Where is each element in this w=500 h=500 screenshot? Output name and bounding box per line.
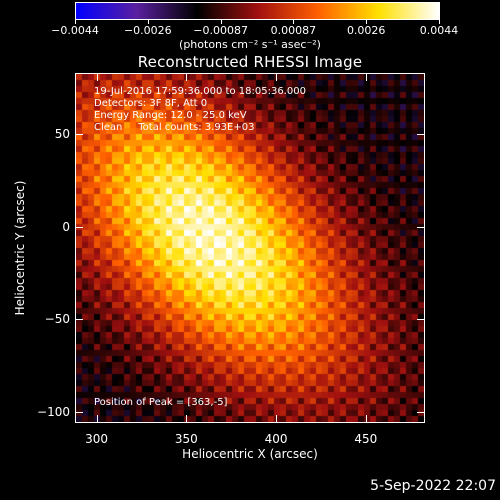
plot-title: Reconstructed RHESSI Image <box>137 53 363 71</box>
x-tick-mark <box>276 73 278 81</box>
y-tick-mark <box>417 319 425 321</box>
y-tick-label: 0 <box>62 219 70 234</box>
x-tick-mark <box>96 415 98 423</box>
x-tick-label: 350 <box>174 432 198 446</box>
colorbar-tick <box>293 20 295 24</box>
x-tick-mark <box>276 415 278 423</box>
y-tick-mark <box>75 134 83 136</box>
colorbar <box>75 2 440 20</box>
colorbar-tick-label: −0.0026 <box>123 24 172 37</box>
info-detectors: Detectors: 3F 8F, Att 0 <box>94 98 208 109</box>
y-tick-mark <box>75 411 83 413</box>
x-tick-mark <box>186 73 188 81</box>
x-tick-label: 400 <box>264 432 288 446</box>
x-tick-label: 300 <box>85 432 108 446</box>
x-tick-mark <box>96 73 98 81</box>
x-tick-mark <box>365 73 367 81</box>
colorbar-tick-label: −0.0044 <box>51 24 99 37</box>
image-plot: 19-Jul-2016 17:59:36.000 to 18:05:36.000… <box>75 73 425 423</box>
colorbar-tick <box>75 20 76 24</box>
x-tick-mark <box>186 415 188 423</box>
heatmap-image <box>76 74 424 422</box>
y-tick-mark <box>75 319 83 321</box>
y-tick-label: −100 <box>37 404 70 419</box>
colorbar-tick-label: 0.00087 <box>270 24 317 37</box>
colorbar-units: (photons cm⁻² s⁻¹ asec⁻²) <box>179 38 321 51</box>
y-tick-label: −50 <box>44 312 70 327</box>
colorbar-tick <box>439 20 440 24</box>
y-tick-mark <box>417 411 425 413</box>
colorbar-tick <box>366 20 368 24</box>
colorbar-tick <box>147 20 149 24</box>
y-axis-label: Heliocentric Y (arcsec) <box>13 180 27 316</box>
info-energy-range: Energy Range: 12.0 - 25.0 keV <box>94 110 247 121</box>
y-tick-mark <box>417 134 425 136</box>
colorbar-tick-label: −0.00087 <box>193 24 248 37</box>
x-axis-label: Heliocentric X (arcsec) <box>182 447 318 461</box>
y-tick-label: 50 <box>54 127 70 142</box>
x-tick-label: 450 <box>354 432 378 446</box>
x-tick-mark <box>365 415 367 423</box>
timestamp: 5-Sep-2022 22:07 <box>370 478 496 494</box>
colorbar-tick-label: 0.0044 <box>419 24 459 37</box>
colorbar-tick <box>220 20 222 24</box>
y-tick-mark <box>417 226 425 228</box>
info-peak-position: Position of Peak = [363,-5] <box>94 397 228 408</box>
info-time-range: 19-Jul-2016 17:59:36.000 to 18:05:36.000 <box>94 86 306 97</box>
info-clean-counts: Clean Total counts: 3.93E+03 <box>94 122 255 133</box>
y-tick-mark <box>75 226 83 228</box>
colorbar-tick-label: 0.0026 <box>346 24 386 37</box>
